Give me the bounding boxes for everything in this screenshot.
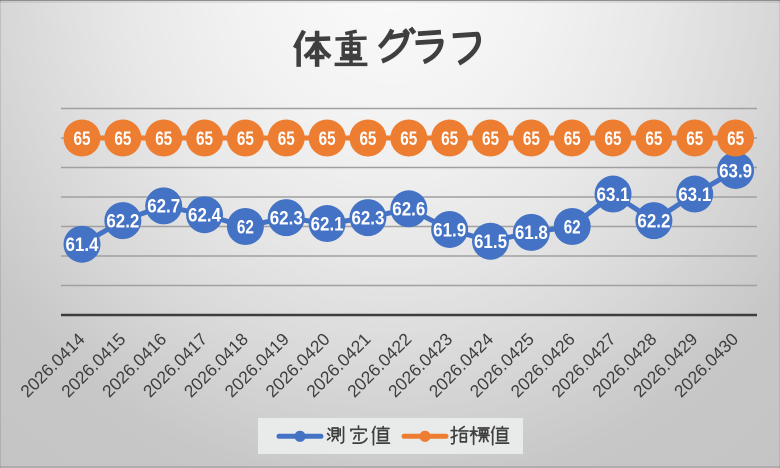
- svg-text:62.2: 62.2: [106, 211, 139, 232]
- svg-text:62.6: 62.6: [392, 200, 425, 221]
- svg-text:62.3: 62.3: [351, 208, 384, 229]
- svg-text:65: 65: [114, 129, 131, 150]
- svg-text:65: 65: [645, 129, 662, 150]
- svg-text:62: 62: [237, 217, 254, 238]
- svg-text:62.4: 62.4: [188, 206, 221, 227]
- svg-text:65: 65: [727, 129, 744, 150]
- svg-text:65: 65: [74, 129, 91, 150]
- svg-text:65: 65: [482, 129, 499, 150]
- svg-text:65: 65: [564, 129, 581, 150]
- svg-text:62.2: 62.2: [637, 211, 670, 232]
- svg-text:65: 65: [155, 129, 172, 150]
- svg-text:65: 65: [686, 129, 703, 150]
- svg-text:61.9: 61.9: [433, 220, 466, 241]
- svg-text:65: 65: [237, 129, 254, 150]
- svg-text:65: 65: [319, 129, 336, 150]
- svg-text:65: 65: [523, 129, 540, 150]
- svg-text:62.1: 62.1: [311, 214, 344, 235]
- svg-text:61.5: 61.5: [474, 232, 507, 253]
- svg-text:62: 62: [564, 217, 581, 238]
- svg-text:63.9: 63.9: [719, 161, 752, 182]
- svg-text:63.1: 63.1: [597, 185, 630, 206]
- svg-text:65: 65: [400, 129, 417, 150]
- svg-text:61.8: 61.8: [515, 223, 548, 244]
- svg-text:65: 65: [196, 129, 213, 150]
- svg-text:62.7: 62.7: [147, 197, 180, 218]
- svg-text:65: 65: [278, 129, 295, 150]
- svg-text:61.4: 61.4: [66, 235, 99, 256]
- svg-text:65: 65: [441, 129, 458, 150]
- svg-text:63.1: 63.1: [678, 185, 711, 206]
- svg-text:65: 65: [359, 129, 376, 150]
- svg-text:62.3: 62.3: [270, 208, 303, 229]
- svg-text:65: 65: [605, 129, 622, 150]
